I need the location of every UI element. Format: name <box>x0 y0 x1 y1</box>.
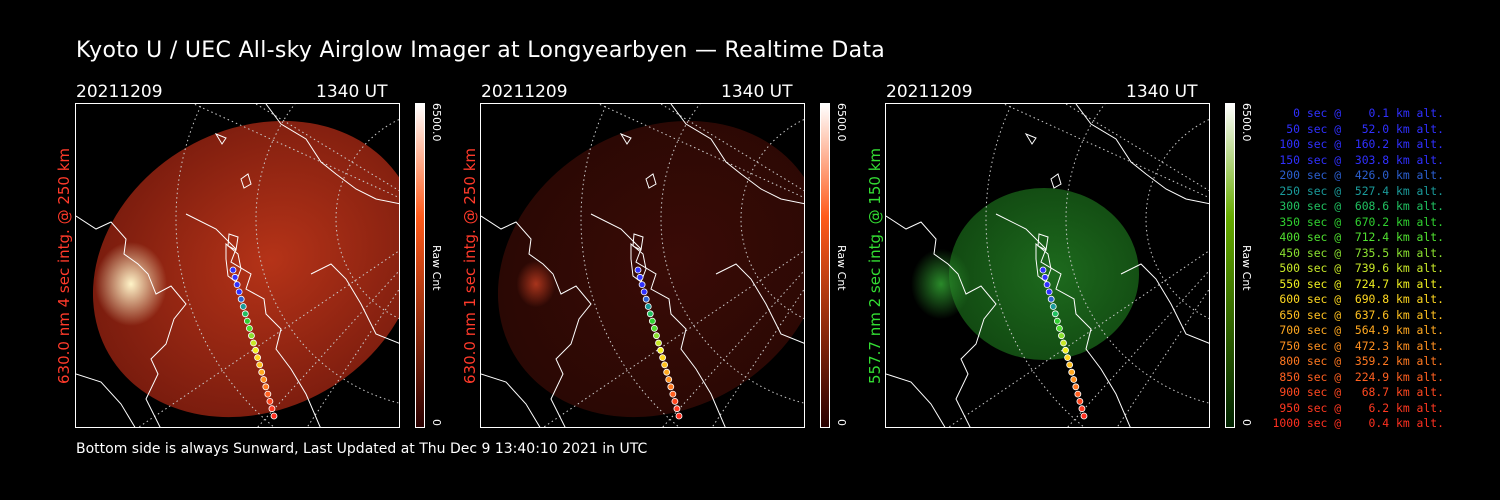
panel-1-colorbar-min: 0 <box>430 419 443 426</box>
panel-3-date: 20211209 <box>886 82 973 102</box>
legend-row: 300 sec @ 608.6 km alt. <box>1272 199 1444 213</box>
legend-row: 0 sec @ 0.1 km alt. <box>1272 106 1444 120</box>
panel-1-colorbar <box>415 103 425 428</box>
panel-1-sky-image <box>75 103 400 428</box>
legend-row: 550 sec @ 724.7 km alt. <box>1272 276 1444 291</box>
panel-2-colorbar-unit: Raw Cnt <box>835 245 848 291</box>
legend-row: 150 sec @ 303.8 km alt. <box>1272 152 1444 167</box>
legend-row: 50 sec @ 52.0 km alt. <box>1272 121 1444 136</box>
panel-1-colorbar-unit: Raw Cnt <box>430 245 443 291</box>
legend-row: 950 sec @ 6.2 km alt. <box>1272 400 1444 415</box>
legend-row: 900 sec @ 68.7 km alt. <box>1272 385 1444 399</box>
legend-row: 650 sec @ 637.6 km alt. <box>1272 307 1444 322</box>
panel-2-colorbar-min: 0 <box>835 419 848 426</box>
trajectory-legend: 0 sec @ 0.1 km alt. 50 sec @ 52.0 km alt… <box>1262 106 1444 432</box>
legend-row: 400 sec @ 712.4 km alt. <box>1272 230 1444 244</box>
legend-row: 750 sec @ 472.3 km alt. <box>1272 338 1444 353</box>
panel-3-colorbar-min: 0 <box>1240 419 1253 426</box>
panel-3-colorbar-max: 6500.0 <box>1240 103 1253 142</box>
panel-2-colorbar-max: 6500.0 <box>835 103 848 142</box>
panel-2-time: 1340 UT <box>721 82 793 102</box>
panel-3-sky-image <box>885 103 1210 428</box>
legend-row: 500 sec @ 739.6 km alt. <box>1272 261 1444 275</box>
panel-2-date: 20211209 <box>481 82 568 102</box>
legend-row: 450 sec @ 735.5 km alt. <box>1272 245 1444 260</box>
legend-row: 350 sec @ 670.2 km alt. <box>1272 214 1444 229</box>
legend-row: 600 sec @ 690.8 km alt. <box>1272 292 1444 306</box>
panel-2-side-label: 630.0 nm 1 sec intg. @ 250 km <box>461 147 479 384</box>
panel-1-time: 1340 UT <box>316 82 388 102</box>
legend-row: 800 sec @ 359.2 km alt. <box>1272 354 1444 368</box>
legend-row: 850 sec @ 224.9 km alt. <box>1272 369 1444 384</box>
panel-3-colorbar-unit: Raw Cnt <box>1240 245 1253 291</box>
panel-3-time: 1340 UT <box>1126 82 1198 102</box>
panel-2-sky-image <box>480 103 805 428</box>
panel-1-side-label: 630.0 nm 4 sec intg. @ 250 km <box>55 147 73 384</box>
legend-row: 1000 sec @ 0.4 km alt. <box>1272 416 1444 430</box>
footer-status: Bottom side is always Sunward, Last Upda… <box>76 441 648 457</box>
legend-row: 200 sec @ 426.0 km alt. <box>1272 168 1444 182</box>
legend-row: 250 sec @ 527.4 km alt. <box>1272 183 1444 198</box>
legend-row: 700 sec @ 564.9 km alt. <box>1272 323 1444 337</box>
panel-3-colorbar <box>1225 103 1235 428</box>
panel-3-side-label: 557.7 nm 2 sec intg. @ 150 km <box>866 147 884 384</box>
panel-2-colorbar <box>820 103 830 428</box>
legend-row: 100 sec @ 160.2 km alt. <box>1272 137 1444 151</box>
page-title: Kyoto U / UEC All-sky Airglow Imager at … <box>76 38 886 63</box>
panel-1-colorbar-max: 6500.0 <box>430 103 443 142</box>
panel-1-date: 20211209 <box>76 82 163 102</box>
